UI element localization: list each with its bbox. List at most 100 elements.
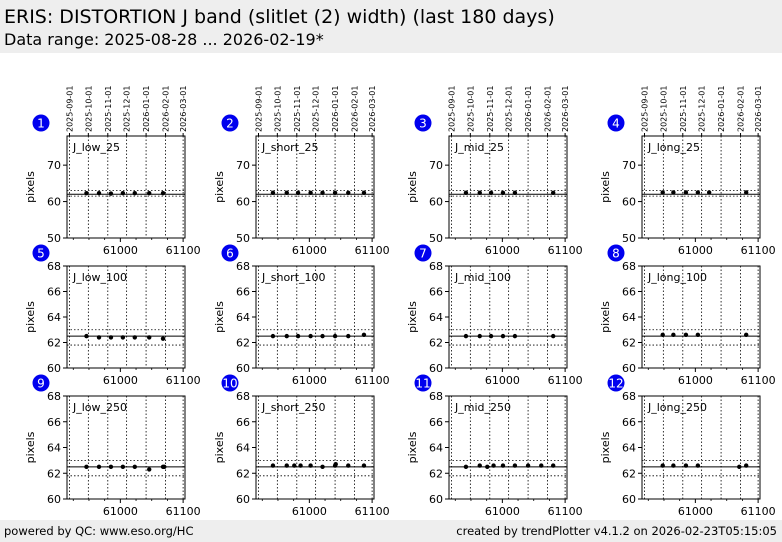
y-tick-label: 64	[622, 442, 636, 455]
data-point	[284, 463, 289, 468]
data-point	[84, 333, 89, 339]
x-tick-label: 61000	[292, 374, 327, 387]
data-point	[488, 333, 494, 339]
date-tick-label: 2025-12-01	[698, 86, 707, 133]
data-point	[84, 464, 89, 470]
date-tick-label: 2026-01-01	[331, 86, 340, 133]
y-axis-label: pixels	[213, 171, 226, 203]
x-tick-label: 61000	[103, 244, 138, 257]
date-tick-label: 2025-12-01	[505, 86, 514, 133]
data-point	[660, 190, 665, 195]
data-point	[298, 463, 303, 468]
subplot-12: 60 62 64 66 68 pixels 61000 61100 J_long_250 12	[599, 374, 776, 518]
plot-number-badge	[607, 374, 625, 392]
parameter-label: J_short_25	[261, 141, 319, 154]
plot-number-label: 4	[612, 117, 620, 131]
data-point	[270, 333, 276, 339]
parameter-label: J_long_100	[647, 271, 707, 284]
data-point	[308, 190, 313, 196]
y-tick-label: 60	[622, 493, 636, 506]
date-tick-label: 2026-01-01	[717, 86, 726, 133]
data-point	[706, 190, 712, 195]
data-point	[295, 190, 301, 196]
parameter-label: J_low_25	[72, 141, 120, 154]
date-tick-label: 2026-03-01	[754, 86, 763, 133]
data-point	[346, 333, 351, 339]
y-tick-label: 64	[622, 311, 636, 324]
y-tick-label: 66	[622, 416, 636, 429]
data-point	[743, 332, 749, 338]
y-tick-label: 60	[47, 362, 61, 375]
data-point	[292, 463, 297, 468]
date-tick-label: 2025-09-01	[448, 86, 457, 133]
data-point	[550, 190, 556, 196]
data-point	[162, 464, 167, 470]
subplot-5: 60 62 64 66 68 pixels 61000 61100 J_low_100 5	[24, 244, 201, 387]
y-tick-label: 70	[429, 159, 443, 172]
data-point	[308, 463, 313, 468]
data-point	[132, 190, 137, 196]
y-tick-label: 66	[47, 286, 61, 299]
date-tick-label: 2025-12-01	[312, 86, 321, 133]
x-tick-label: 61100	[166, 374, 201, 387]
data-point	[284, 190, 289, 196]
y-axis-label: pixels	[213, 301, 226, 333]
parameter-label: J_short_100	[261, 271, 326, 284]
y-tick-label: 68	[47, 390, 61, 403]
subplot-11: 60 62 64 66 68 pixels 61000 61100 J_mid_250 11	[406, 374, 583, 518]
plot-number-badge	[414, 114, 432, 132]
y-tick-label: 62	[429, 467, 443, 480]
data-point	[525, 463, 531, 468]
data-point	[695, 190, 701, 195]
date-tick-label: 2025-11-01	[104, 86, 113, 133]
data-point	[320, 190, 325, 196]
data-point	[284, 333, 289, 339]
data-point	[96, 335, 102, 340]
data-point	[346, 463, 351, 468]
data-point	[695, 332, 701, 338]
data-point	[512, 463, 518, 468]
y-tick-label: 68	[429, 390, 443, 403]
data-point	[683, 463, 689, 468]
y-tick-label: 68	[622, 260, 636, 273]
y-tick-label: 68	[236, 260, 250, 273]
data-point	[108, 335, 114, 340]
data-point	[500, 190, 506, 196]
footer-bar: powered by QC: www.eso.org/HC created by…	[0, 520, 782, 542]
y-tick-label: 70	[622, 159, 636, 172]
y-tick-label: 60	[47, 493, 61, 506]
y-tick-label: 60	[429, 362, 443, 375]
plot-number-badge	[32, 374, 50, 392]
data-point	[160, 190, 166, 196]
y-tick-label: 66	[236, 416, 250, 429]
x-tick-label: 61100	[548, 374, 583, 387]
data-point	[683, 332, 689, 338]
x-tick-label: 61000	[678, 374, 713, 387]
data-point	[332, 190, 338, 196]
date-tick-label: 2026-02-01	[737, 86, 746, 133]
data-point	[295, 333, 301, 339]
parameter-label: J_long_25	[647, 141, 700, 154]
data-point	[695, 463, 701, 468]
y-tick-label: 66	[236, 286, 250, 299]
data-point	[361, 332, 367, 338]
x-tick-label: 61000	[103, 374, 138, 387]
date-tick-label: 2026-01-01	[524, 86, 533, 133]
y-axis-label: pixels	[213, 431, 226, 463]
y-tick-label: 68	[622, 390, 636, 403]
plot-number-label: 10	[222, 377, 237, 391]
footer-generator: created by trendPlotter v4.1.2 on 2026-0…	[456, 524, 777, 538]
data-point	[500, 333, 506, 339]
y-tick-label: 66	[429, 286, 443, 299]
y-tick-label: 62	[622, 337, 636, 350]
date-tick-label: 2025-10-01	[466, 86, 475, 133]
subplot-2: 50 60 70 pixels 61000 61100 2025-09-01 2025-10-…	[213, 86, 390, 258]
data-point	[361, 190, 367, 196]
data-point	[160, 336, 166, 341]
data-point	[120, 190, 126, 196]
y-tick-label: 66	[47, 416, 61, 429]
data-point	[463, 190, 469, 196]
data-point	[477, 463, 482, 468]
data-point	[120, 464, 126, 470]
